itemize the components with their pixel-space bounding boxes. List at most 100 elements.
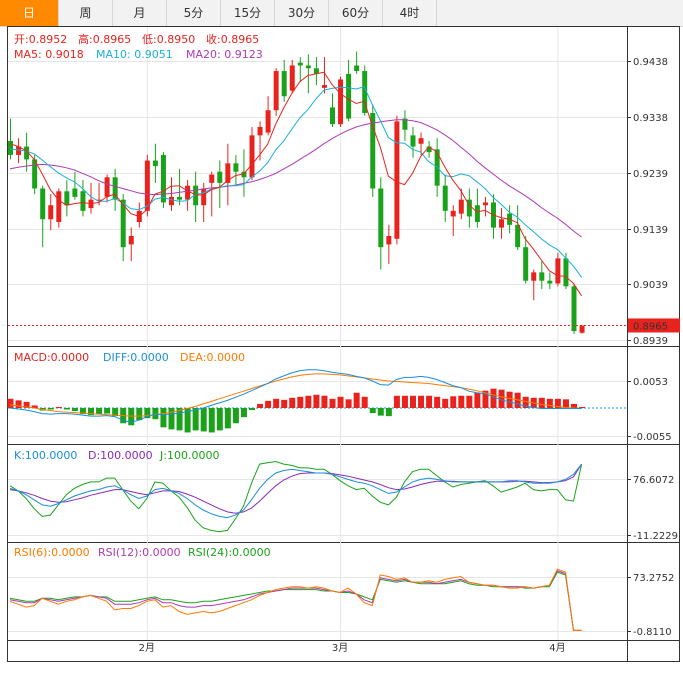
rsi-panel	[9, 568, 582, 631]
macd-panel	[7, 369, 627, 433]
x-tick-label: 4月	[549, 642, 565, 654]
candle-body	[16, 146, 22, 155]
candle-body	[265, 110, 271, 133]
price-y-tick: 0.9139	[633, 225, 668, 236]
macd-bar	[450, 396, 457, 408]
macd-bar	[88, 407, 94, 416]
candle-body	[539, 272, 545, 281]
candle-body	[458, 199, 464, 214]
tab-60min[interactable]: 60分	[329, 0, 383, 26]
macd-bar	[490, 388, 497, 408]
candle-body	[257, 126, 263, 136]
candle-body	[112, 177, 118, 200]
candle-body	[531, 272, 537, 281]
tab-15min[interactable]: 15分	[221, 0, 275, 26]
macd-bar	[104, 407, 111, 414]
macd-bar	[152, 407, 159, 420]
macd-bar	[321, 395, 328, 408]
macd-bar	[79, 407, 86, 415]
tab-day[interactable]: 日	[0, 0, 59, 26]
kdj-legend: K:100.0000 D:100.0000 J:100.0000	[14, 449, 219, 462]
tab-week[interactable]: 周	[59, 0, 113, 26]
macd-bar	[458, 395, 465, 408]
macd-bar	[265, 400, 272, 408]
macd-bar	[160, 407, 167, 428]
macd-bar	[208, 407, 215, 433]
candle-body	[193, 185, 199, 206]
macd-bar	[538, 397, 545, 408]
kline-chart[interactable]: 开:0.8952 高:0.8965 低:0.8950 收:0.8965 MA5:…	[0, 26, 683, 673]
legend-rsi12: RSI(12):0.0000	[98, 546, 181, 559]
candle-body	[474, 205, 480, 223]
macd-bar	[168, 407, 175, 430]
candle-body	[313, 68, 319, 74]
candle-body	[555, 258, 561, 284]
x-tick-label: 2月	[139, 642, 155, 654]
period-tabs: 日 周 月 5分 15分 30分 60分 4时	[0, 0, 683, 27]
price-y-tick: 0.9438	[633, 57, 668, 68]
candle-body	[289, 65, 295, 91]
rsi-y-tick: 73.2752	[633, 573, 674, 584]
chart-border	[7, 26, 680, 662]
ma10-line	[9, 86, 583, 278]
candle-body	[80, 191, 86, 211]
tab-month[interactable]: 月	[113, 0, 167, 26]
macd-bar	[329, 398, 336, 408]
price-y-tick: 0.8939	[633, 336, 668, 347]
candle-body	[499, 219, 505, 228]
legend-d: D:100.0000	[88, 449, 153, 462]
rsi-legend: RSI(6):0.0000 RSI(12):0.0000 RSI(24):0.0…	[14, 546, 271, 559]
legend-j: J:100.0000	[159, 449, 219, 462]
macd-bar	[47, 407, 54, 410]
macd-bar	[410, 395, 416, 408]
tab-4hour[interactable]: 4时	[383, 0, 437, 26]
legend-close: 收:0.8965	[206, 32, 259, 46]
ma5-line	[9, 71, 583, 297]
candle-body	[32, 159, 38, 189]
legend-dea: DEA:0.0000	[180, 351, 245, 364]
current-price-label: 0.8965	[633, 321, 668, 332]
candle-body	[338, 79, 344, 125]
x-tick-label: 3月	[332, 642, 348, 654]
candle-body	[104, 177, 110, 197]
macd-bar	[23, 401, 30, 408]
candle-body	[523, 247, 529, 281]
macd-bar	[393, 395, 400, 408]
candle-body	[354, 65, 360, 72]
ohlc-legend: 开:0.8952 高:0.8965 低:0.8950 收:0.8965	[14, 32, 259, 46]
candle-body	[273, 71, 279, 111]
candle-body	[241, 171, 247, 178]
macd-bar	[31, 405, 38, 408]
candle-body	[120, 199, 126, 248]
macd-bar	[289, 397, 296, 408]
candle-body	[426, 146, 432, 153]
candle-body	[177, 196, 183, 200]
macd-bar	[442, 398, 449, 408]
macd-bar	[554, 398, 561, 408]
macd-bar	[112, 407, 119, 417]
macd-bar	[232, 407, 239, 424]
macd-bar	[506, 391, 513, 408]
k-line	[9, 463, 582, 519]
macd-bar	[200, 407, 207, 432]
tab-30min[interactable]: 30分	[275, 0, 329, 26]
macd-bar	[482, 390, 489, 408]
rsi12-line	[9, 569, 582, 631]
macd-y-tick: 0.0053	[633, 377, 668, 388]
macd-bar	[418, 395, 425, 408]
candle-body	[442, 185, 448, 211]
candle-body	[201, 188, 207, 206]
legend-k: K:100.0000	[14, 449, 77, 462]
candle-body	[169, 196, 174, 206]
kdj-y-tick: 76.6072	[633, 475, 674, 486]
macd-bar	[144, 407, 151, 419]
candle-body	[144, 160, 150, 211]
candle-body	[217, 171, 223, 183]
candle-body	[515, 224, 521, 248]
macd-bar	[136, 407, 143, 421]
legend-diff: DIFF:0.0000	[103, 351, 169, 364]
macd-bar	[55, 406, 62, 408]
tab-5min[interactable]: 5分	[167, 0, 221, 26]
candle-body	[547, 280, 553, 284]
candle-body	[233, 163, 239, 172]
